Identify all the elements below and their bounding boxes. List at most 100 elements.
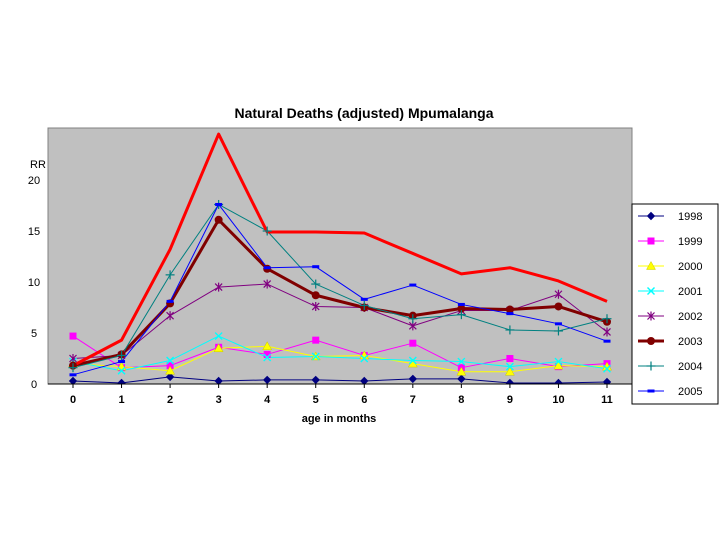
- data-point: [456, 366, 467, 376]
- data-point: [457, 374, 466, 384]
- series-lines: [72, 132, 608, 384]
- plot-layer: [47, 127, 633, 385]
- x-tick-label: 3: [216, 394, 222, 406]
- data-point: [647, 311, 655, 321]
- data-point: [165, 365, 176, 375]
- data-point: [554, 378, 563, 384]
- data-point: [68, 363, 78, 373]
- legend-label: 2004: [678, 361, 702, 373]
- data-point: [647, 287, 655, 295]
- data-point: [646, 211, 656, 221]
- data-point: [603, 339, 611, 343]
- legend-label: 1999: [678, 236, 702, 248]
- legend-item: 1999: [638, 236, 702, 248]
- series-line-2004: [72, 203, 608, 369]
- data-point: [603, 364, 611, 373]
- x-tick-label: 0: [70, 394, 76, 406]
- data-point: [505, 305, 514, 314]
- data-point: [165, 270, 175, 280]
- legend-label: 2003: [678, 336, 702, 348]
- data-point: [166, 362, 174, 370]
- data-point: [311, 279, 321, 289]
- legend-label: 1998: [678, 211, 702, 223]
- series-markers: [68, 199, 612, 384]
- legend-label: 2000: [678, 261, 702, 273]
- data-point: [505, 362, 514, 371]
- data-point: [312, 336, 320, 344]
- data-point: [117, 350, 127, 360]
- data-point: [646, 361, 656, 371]
- data-point: [408, 314, 418, 324]
- data-point: [456, 310, 466, 320]
- x-tick-label: 2: [167, 394, 173, 406]
- data-point: [457, 304, 466, 313]
- series-line-1998: [72, 376, 608, 384]
- legend-item: 2004: [638, 361, 702, 373]
- text-layer: Natural Deaths (adjusted) Mpumalanga RR …: [30, 105, 494, 425]
- x-tick-label: 5: [313, 394, 319, 406]
- data-point: [312, 265, 320, 269]
- plot-area: [47, 127, 633, 385]
- data-point: [117, 366, 126, 375]
- y-axis-label: RR: [30, 159, 46, 171]
- x-tick-label: 8: [458, 394, 464, 406]
- data-point: [408, 374, 418, 384]
- data-point: [166, 299, 174, 303]
- data-point: [359, 300, 369, 310]
- series-line-2001: [72, 335, 608, 372]
- legend-item: 1998: [638, 211, 702, 223]
- data-point: [554, 357, 563, 366]
- data-point: [214, 376, 223, 384]
- data-point: [165, 372, 175, 382]
- legend-box: [631, 203, 719, 405]
- x-tick-label: 9: [507, 394, 513, 406]
- data-point: [262, 341, 273, 351]
- data-point: [602, 377, 612, 384]
- data-point: [166, 311, 175, 321]
- series-line-1999: [72, 335, 608, 369]
- data-point: [553, 360, 564, 370]
- series-line-2000: [72, 345, 608, 373]
- legend-item: 2005: [638, 386, 702, 398]
- data-point: [554, 289, 563, 299]
- data-point: [457, 357, 466, 366]
- data-point: [213, 343, 224, 353]
- data-point: [409, 283, 417, 287]
- data-point: [166, 356, 175, 365]
- data-point: [554, 302, 563, 311]
- data-point: [263, 353, 272, 362]
- x-tick-label: 4: [264, 394, 271, 406]
- data-point: [360, 297, 368, 301]
- y-tick-label: 0: [31, 379, 37, 391]
- legend-label: 2005: [678, 386, 702, 398]
- data-point: [506, 355, 514, 362]
- data-point: [311, 291, 320, 300]
- x-axis-label: age in months: [302, 413, 377, 425]
- data-point: [69, 332, 77, 340]
- data-point: [457, 302, 465, 306]
- series-line-2005: [72, 203, 608, 376]
- y-tick-label: 5: [31, 328, 37, 340]
- legend-item: 2001: [638, 286, 702, 298]
- series-line-highlight: [72, 132, 608, 367]
- data-point: [409, 339, 417, 347]
- data-point: [554, 322, 562, 326]
- legend-label: 2001: [678, 286, 702, 298]
- data-point: [646, 260, 656, 270]
- data-point: [504, 366, 515, 376]
- x-tick-label: 11: [601, 394, 613, 406]
- data-point: [506, 312, 514, 316]
- data-point: [214, 282, 223, 292]
- data-point: [311, 375, 320, 384]
- data-point: [311, 352, 320, 361]
- axis-layer: 0 5 10 15 20 0 1 2 3 4 5 6 7 8 9 10 11: [28, 175, 632, 406]
- y-tick-label: 10: [28, 277, 40, 289]
- data-point: [68, 376, 78, 384]
- x-tick-label: 1: [118, 394, 124, 406]
- legend-label: 2002: [678, 311, 702, 323]
- data-point: [263, 279, 272, 289]
- data-point: [215, 202, 223, 206]
- data-point: [602, 314, 612, 324]
